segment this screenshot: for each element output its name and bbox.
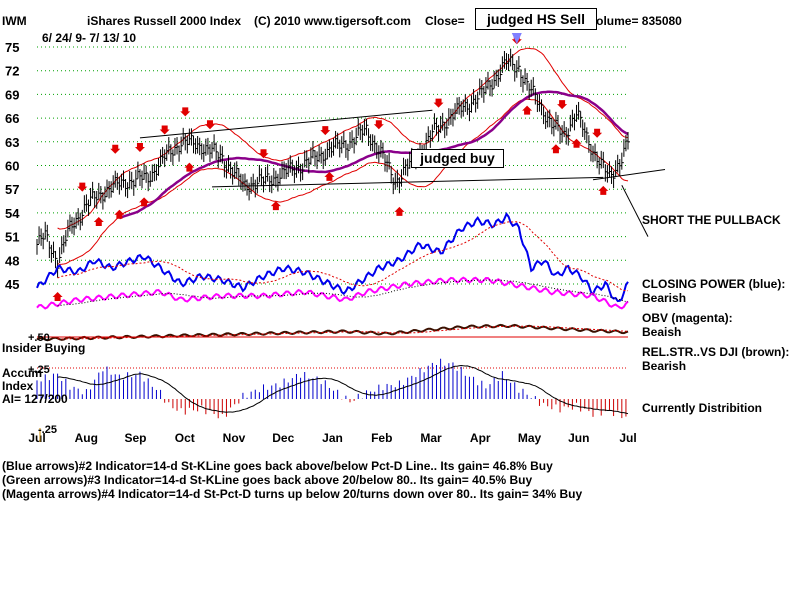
neckline-upper (139, 109, 433, 139)
date-range: 6/ 24/ 9- 7/ 13/ 10 (42, 31, 137, 45)
footnote-magenta: (Magenta arrows)#4 Indicator=14-d St-Pct… (2, 487, 583, 501)
up-arrow (324, 171, 335, 181)
accum-status: Currently Distribition (642, 401, 763, 415)
month-label: Apr (470, 431, 491, 445)
y-tick-label: 63 (5, 135, 19, 150)
closing-power-line (36, 212, 629, 303)
hs-sell-arrow (511, 33, 522, 44)
month-label: Feb (371, 431, 392, 445)
down-arrow (433, 98, 444, 108)
month-label: Jun (568, 431, 589, 445)
up-arrow (270, 201, 281, 211)
footnote-green: (Green arrows)#3 Indicator=14-d St-KLine… (2, 473, 533, 487)
down-arrow (592, 128, 603, 138)
y-tick-label: 75 (5, 40, 19, 55)
down-arrow (258, 149, 269, 159)
down-arrow (180, 107, 191, 117)
down-arrow (77, 182, 88, 192)
short-pullback-label: SHORT THE PULLBACK (642, 213, 781, 227)
closing-power-status: Bearish (642, 291, 687, 305)
minus25-label: -.25 (38, 424, 57, 436)
relstr-label: REL.STR..VS DJI (brown): (642, 345, 790, 359)
month-label: Jan (322, 431, 343, 445)
footnote-blue: (Blue arrows)#2 Indicator=14-d St-KLine … (2, 459, 553, 473)
accum-label: Accum (2, 366, 43, 380)
month-label: Mar (420, 431, 442, 445)
month-label: Jul (28, 431, 45, 445)
callout-line (621, 185, 649, 237)
hs-sell-annotation: judged HS Sell (475, 8, 597, 30)
neckline-lower (212, 176, 604, 188)
y-tick-label: 72 (5, 64, 19, 79)
accum-ma (57, 364, 629, 415)
up-arrow (571, 138, 582, 148)
insider-buying-label: Insider Buying (2, 341, 86, 355)
obv-label: OBV (magenta): (642, 311, 733, 325)
y-tick-label: 51 (5, 230, 19, 245)
down-arrow (110, 144, 121, 154)
volume-label: Volume= 835080 (589, 14, 682, 28)
upper-band (57, 47, 629, 230)
relstr-status: Bearish (642, 359, 687, 373)
up-arrow (394, 206, 405, 216)
ticker-label: IWM (2, 14, 27, 28)
y-tick-label: 45 (5, 277, 19, 292)
obv-line (36, 276, 629, 310)
month-label: Nov (223, 431, 246, 445)
y-tick-label: 66 (5, 111, 19, 126)
relstr-ma (57, 325, 629, 340)
y-tick-label: 54 (5, 206, 20, 221)
closing-power-label: CLOSING POWER (blue): (642, 277, 786, 291)
y-tick-label: 57 (5, 182, 19, 197)
ai-label: AI= 127/200 (2, 392, 68, 406)
up-arrow (139, 197, 150, 207)
close-label: Close= (425, 14, 465, 28)
down-arrow (134, 143, 145, 153)
y-tick-label: 60 (5, 159, 19, 174)
month-label: Sep (124, 431, 146, 445)
moving-average-50d (118, 90, 629, 220)
index-label: Index (2, 379, 34, 393)
copyright-label: (C) 2010 www.tigersoft.com (254, 14, 411, 28)
up-arrow (184, 162, 195, 172)
plus25-label: +.25 (28, 364, 50, 376)
up-arrow (93, 216, 104, 226)
month-label: Jul (619, 431, 636, 445)
down-arrow (320, 126, 331, 136)
up-arrow (52, 292, 63, 302)
down-arrow (204, 120, 215, 130)
up-arrow (114, 209, 125, 219)
buy-annotation: judged buy (411, 149, 504, 168)
month-label: Dec (272, 431, 294, 445)
up-arrow (598, 185, 609, 195)
month-label: May (518, 431, 542, 445)
obv-status: Beaish (642, 325, 682, 339)
down-arrow (557, 100, 568, 110)
chart-title: iShares Russell 2000 Index (87, 14, 242, 28)
y-tick-label: 69 (5, 87, 19, 102)
trendline-right (592, 168, 666, 181)
closing-power-ma (57, 221, 629, 292)
plus50-label: +.50 (28, 332, 50, 344)
y-tick-label: 48 (5, 253, 19, 268)
down-arrow (159, 125, 170, 135)
up-arrow (550, 144, 561, 154)
lower-band (57, 98, 629, 265)
down-arrow (373, 120, 384, 130)
up-arrow (522, 105, 533, 115)
month-label: Aug (75, 431, 98, 445)
month-label: Oct (175, 431, 195, 445)
